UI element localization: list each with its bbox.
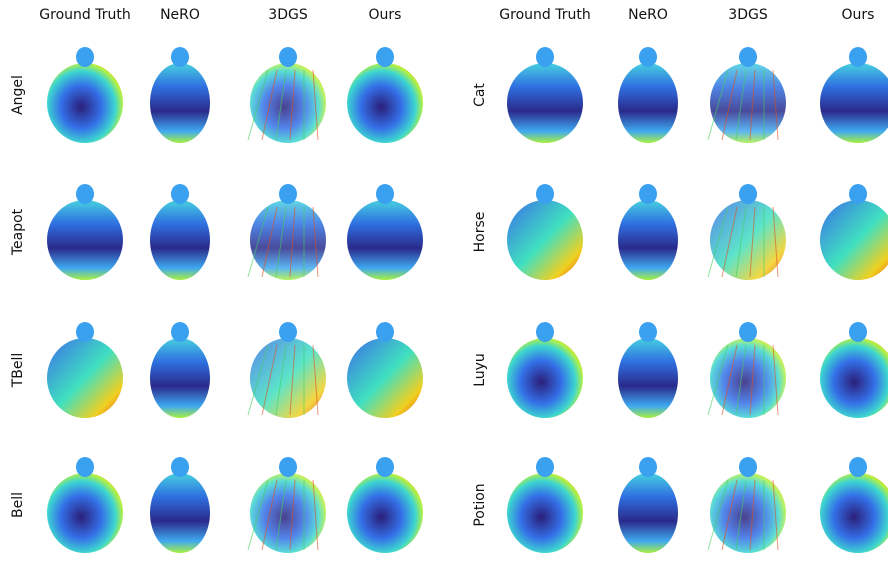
depth-map-top (279, 184, 297, 204)
depth-map-top (376, 47, 394, 67)
depth-map-top (376, 457, 394, 477)
depth-map-top (536, 184, 554, 204)
column-header: Ours (842, 7, 875, 23)
depth-map (150, 338, 210, 418)
depth-map (47, 63, 123, 143)
depth-map (47, 473, 123, 553)
column-header: Ours (369, 7, 402, 23)
depth-map-top (849, 457, 867, 477)
depth-map (820, 473, 888, 553)
depth-map-top (849, 47, 867, 67)
page: Ground Truth NeRO 3DGS Ours Angel Teapot TBell… (0, 0, 888, 563)
depth-map (47, 200, 123, 280)
depth-map (250, 338, 326, 418)
figure: Ground Truth NeRO 3DGS Ours Angel Teapot TBell… (0, 0, 888, 563)
depth-map-top (76, 322, 94, 342)
depth-map-top (536, 322, 554, 342)
depth-map-top (76, 184, 94, 204)
depth-map-top (739, 457, 757, 477)
depth-map (250, 63, 326, 143)
depth-map-top (739, 47, 757, 67)
row-label: Angel (10, 75, 26, 115)
depth-map (710, 200, 786, 280)
depth-map-top (639, 184, 657, 204)
depth-map-top (279, 457, 297, 477)
depth-map (507, 473, 583, 553)
column-header: Ground Truth (499, 7, 590, 23)
depth-map-top (76, 457, 94, 477)
depth-map (618, 473, 678, 553)
depth-map (347, 200, 423, 280)
depth-map-top (376, 322, 394, 342)
depth-map (710, 473, 786, 553)
row-label: TBell (10, 353, 26, 389)
depth-map (618, 338, 678, 418)
depth-map (710, 338, 786, 418)
depth-map (820, 63, 888, 143)
depth-map-top (639, 322, 657, 342)
column-header: 3DGS (268, 7, 308, 23)
depth-map (710, 63, 786, 143)
row-label: Teapot (10, 208, 26, 256)
depth-map (347, 473, 423, 553)
depth-map-top (536, 47, 554, 67)
depth-map (507, 200, 583, 280)
depth-map-top (171, 457, 189, 477)
depth-map (150, 473, 210, 553)
content: Ground Truth NeRO 3DGS Ours Angel Teapot TBell… (10, 7, 888, 553)
column-header: Ground Truth (39, 7, 130, 23)
depth-map (47, 338, 123, 418)
depth-map-top (849, 184, 867, 204)
depth-map-top (279, 47, 297, 67)
depth-map (150, 63, 210, 143)
depth-map-top (639, 47, 657, 67)
column-header: NeRO (628, 7, 668, 23)
depth-map-top (279, 322, 297, 342)
depth-map (820, 338, 888, 418)
depth-map-top (536, 457, 554, 477)
column-header: NeRO (160, 7, 200, 23)
row-label: Luyu (472, 353, 488, 387)
depth-map-top (639, 457, 657, 477)
depth-map (820, 200, 888, 280)
depth-map (618, 200, 678, 280)
row-label: Horse (472, 212, 488, 253)
depth-map-top (171, 184, 189, 204)
depth-map (250, 200, 326, 280)
depth-map-top (171, 47, 189, 67)
depth-map (618, 63, 678, 143)
row-label: Bell (10, 492, 26, 518)
depth-map-top (739, 322, 757, 342)
depth-map (347, 338, 423, 418)
depth-map (507, 338, 583, 418)
depth-map (347, 63, 423, 143)
depth-map-top (376, 184, 394, 204)
depth-map-top (739, 184, 757, 204)
depth-map (150, 200, 210, 280)
depth-map-top (849, 322, 867, 342)
depth-map (507, 63, 583, 143)
column-header: 3DGS (728, 7, 768, 23)
depth-map-top (171, 322, 189, 342)
row-label: Cat (472, 83, 488, 107)
depth-map (250, 473, 326, 553)
row-label: Potion (472, 483, 488, 526)
depth-map-top (76, 47, 94, 67)
